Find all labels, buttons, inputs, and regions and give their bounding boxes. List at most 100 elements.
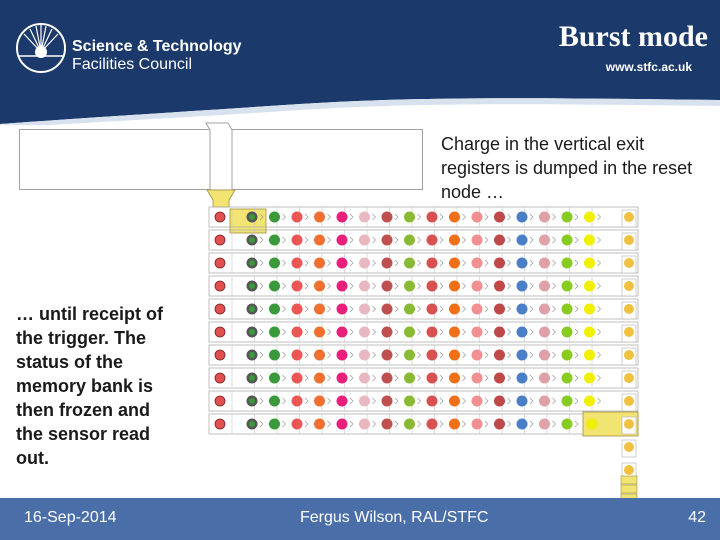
transfer-chevron (372, 351, 376, 359)
output-register-pixel (624, 235, 634, 245)
transfer-chevron (372, 213, 376, 221)
transfer-chevron (394, 420, 399, 428)
transfer-chevron (462, 351, 466, 359)
stfc-logo-icon (16, 23, 66, 73)
storage-pixel (584, 372, 595, 384)
storage-pixel (381, 326, 393, 338)
register-pixel (214, 349, 226, 361)
storage-pixel (404, 418, 415, 430)
transfer-chevron (349, 236, 354, 244)
transfer-chevron (349, 305, 354, 313)
storage-pixel (561, 280, 573, 292)
storage-pixel (426, 349, 438, 361)
transfer-chevron (327, 259, 331, 267)
transfer-chevron (394, 213, 399, 221)
transfer-chevron (574, 374, 579, 382)
pixel-row (208, 252, 639, 274)
register-pixel (214, 257, 226, 269)
transfer-chevron (484, 420, 489, 428)
storage-pixel (381, 349, 393, 361)
storage-pixel (584, 234, 595, 246)
transfer-chevron (417, 328, 421, 336)
transfer-chevron (282, 259, 286, 267)
transfer-chevron (552, 213, 556, 221)
storage-pixel (584, 303, 595, 315)
org-name-line2: Facilities Council (72, 56, 193, 73)
storage-pixel (381, 211, 393, 223)
storage-pixel (381, 372, 393, 384)
storage-pixel (336, 418, 348, 430)
pixel-row (208, 367, 639, 389)
storage-pixel (516, 257, 528, 269)
transfer-chevron (462, 420, 466, 428)
transfer-chevron (462, 305, 466, 313)
transfer-chevron (327, 351, 331, 359)
register-pixel (214, 303, 226, 315)
storage-pixel-core (249, 421, 255, 427)
storage-pixel (494, 349, 505, 361)
storage-pixel (471, 211, 483, 223)
transfer-chevron (507, 213, 511, 221)
reset-node-pipe (205, 122, 233, 191)
transfer-chevron (507, 420, 511, 428)
storage-pixel-core (249, 329, 255, 335)
storage-pixel (561, 349, 573, 361)
storage-pixel (561, 234, 573, 246)
storage-pixel (269, 303, 280, 315)
output-register-pixel (624, 442, 634, 452)
transfer-chevron (417, 305, 421, 313)
storage-pixel-core (249, 398, 255, 404)
storage-pixel (314, 280, 325, 292)
storage-pixel (584, 211, 595, 223)
storage-pixel (471, 303, 483, 315)
transfer-chevron (484, 351, 489, 359)
storage-pixel (561, 395, 573, 407)
storage-pixel (516, 211, 528, 223)
transfer-chevron (417, 397, 421, 405)
transfer-chevron (259, 374, 264, 382)
transfer-chevron (439, 328, 444, 336)
storage-pixel (516, 234, 528, 246)
output-register-pixel (624, 258, 634, 268)
transfer-chevron (417, 213, 421, 221)
storage-pixel (291, 280, 303, 292)
storage-pixel (561, 257, 573, 269)
storage-pixel (359, 257, 370, 269)
transfer-chevron (349, 351, 354, 359)
readout-stack-segment (620, 475, 638, 485)
storage-pixel (539, 280, 550, 292)
storage-pixel (291, 257, 303, 269)
transfer-chevron (304, 305, 309, 313)
transfer-chevron (349, 420, 354, 428)
transfer-chevron (484, 213, 489, 221)
storage-pixel (381, 418, 393, 430)
storage-pixel (471, 234, 483, 246)
register-pixel (214, 372, 226, 384)
storage-pixel (471, 395, 483, 407)
transfer-chevron (259, 305, 264, 313)
storage-pixel (336, 303, 348, 315)
storage-pixel (539, 372, 550, 384)
transfer-chevron (574, 282, 579, 290)
storage-pixel (269, 280, 280, 292)
transfer-chevron (574, 328, 579, 336)
transfer-chevron (507, 374, 511, 382)
transfer-chevron (552, 420, 556, 428)
storage-pixel (269, 418, 280, 430)
transfer-chevron (259, 420, 264, 428)
transfer-chevron (597, 351, 601, 359)
transfer-chevron (304, 259, 309, 267)
pixel-row (208, 298, 639, 320)
transfer-chevron (259, 397, 264, 405)
transfer-chevron (484, 328, 489, 336)
output-register-pixel (624, 212, 634, 222)
storage-pixel (269, 211, 280, 223)
storage-pixel (539, 326, 550, 338)
storage-pixel (584, 395, 595, 407)
transfer-chevron (349, 259, 354, 267)
transfer-chevron (484, 282, 489, 290)
transfer-chevron (529, 374, 534, 382)
transfer-chevron (574, 305, 579, 313)
transfer-chevron (349, 397, 354, 405)
transfer-chevron (462, 236, 466, 244)
